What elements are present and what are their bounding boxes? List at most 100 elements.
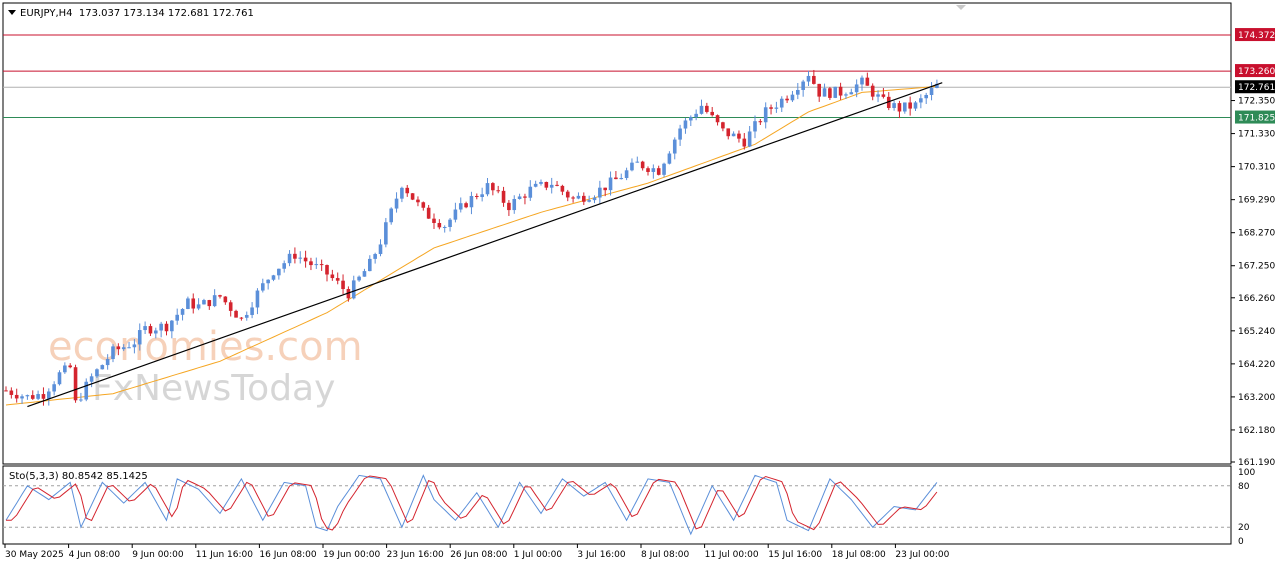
candle-body [378, 244, 383, 255]
candle-body [576, 195, 581, 199]
candle-body [886, 96, 891, 109]
candle-body [330, 274, 335, 279]
candle-body [619, 178, 624, 180]
stochastic-panel [2, 465, 1232, 545]
price-tick-7: 165.240 [1238, 327, 1275, 337]
horizontal-levels [3, 34, 1231, 119]
collapse-triangle-icon[interactable] [8, 10, 16, 15]
candle-body [635, 161, 640, 163]
time-tick-0: 30 May 2025 [5, 550, 64, 560]
candle-body [865, 77, 870, 86]
candle-body [277, 268, 281, 276]
candle-body [57, 372, 62, 385]
candle-body [919, 98, 923, 103]
time-tick-6: 23 Jun 16:00 [387, 550, 444, 560]
price-tick-0: 172.350 [1238, 97, 1275, 107]
candle-body [854, 84, 859, 93]
level-tag-label-2: 171.825 [1238, 114, 1275, 124]
time-tick-7: 26 Jun 08:00 [450, 550, 507, 560]
stoch-tick-2: 20 [1238, 523, 1250, 533]
candle-body [833, 86, 838, 98]
candle-body [731, 133, 736, 137]
time-tick-14: 23 Jul 00:00 [895, 550, 949, 560]
stoch-tick-3: 0 [1238, 537, 1244, 547]
candle-body [533, 183, 538, 187]
candle-body [159, 323, 163, 331]
candle-body [769, 107, 773, 109]
candle-body [571, 197, 575, 199]
candle-body [774, 107, 779, 109]
candle-body [908, 102, 912, 109]
stoch-tick-1: 80 [1238, 482, 1250, 492]
ma-line [5, 85, 937, 406]
candle-body [148, 326, 153, 334]
candle-body [582, 195, 586, 202]
candle-body [662, 163, 666, 175]
stoch-signal-line [6, 475, 938, 531]
price-tick-1: 171.330 [1238, 130, 1275, 140]
price-tick-2: 170.310 [1238, 163, 1275, 173]
candle-body [753, 121, 757, 132]
candle-body [453, 209, 458, 220]
candle-body [587, 200, 591, 202]
main-panel [2, 2, 1232, 465]
candle-body [186, 298, 190, 309]
candle-body [362, 271, 367, 277]
candle-body [475, 195, 479, 198]
candle-body [73, 367, 78, 401]
candle-body [844, 94, 848, 96]
level-tag-1 [1235, 64, 1275, 78]
candle-body [924, 94, 928, 99]
candle-body [796, 89, 800, 95]
candle-body [715, 115, 720, 123]
candle-body [335, 278, 340, 281]
stoch-tick-0: 100 [1238, 468, 1255, 478]
watermark-economies: economies.com [48, 324, 363, 370]
candle-body [501, 190, 506, 203]
time-tick-4: 16 Jun 08:00 [259, 550, 316, 560]
candle-body [9, 390, 14, 395]
candle-body [747, 131, 752, 147]
candle-body [234, 310, 238, 318]
candle-body [913, 102, 918, 109]
candle-body [341, 280, 345, 290]
candle-body [523, 196, 527, 198]
candle-body [448, 219, 452, 227]
candle-body [614, 177, 618, 180]
candle-body [394, 198, 399, 209]
candle-body [426, 207, 431, 219]
candle-body [244, 314, 249, 318]
candle-body [592, 197, 597, 201]
candle-body [191, 298, 196, 309]
candle-body [89, 376, 94, 382]
stochastic-axis: 100 80 20 0 [1238, 468, 1255, 547]
candle-body [410, 193, 415, 200]
candle-body [806, 75, 811, 82]
candle-body [758, 121, 763, 123]
candle-body [651, 168, 656, 172]
candle-body [849, 92, 854, 95]
candle-body [25, 395, 30, 397]
candle-body [699, 105, 704, 114]
candle-body [935, 83, 939, 88]
candle-body [817, 83, 821, 97]
candle-body [314, 264, 319, 266]
candle-body [36, 394, 40, 399]
candle-body [14, 394, 19, 399]
candle-body [400, 187, 404, 199]
watermark-fxnewstoday: FxNewsToday [92, 368, 335, 409]
candle-body [239, 317, 244, 319]
candle-body [646, 168, 650, 172]
price-axis: 174.372 173.260 171.825 172.761 172.350 171.3… [1231, 28, 1275, 468]
time-tick-5: 19 Jun 00:00 [323, 550, 380, 560]
candle-body [565, 191, 570, 198]
candle-body [779, 98, 784, 108]
candle-body [373, 254, 377, 259]
scroll-marker-icon[interactable] [956, 5, 966, 10]
level-tag-0 [1235, 28, 1275, 42]
candle-body [137, 330, 142, 345]
candle-body [838, 86, 843, 96]
candle-body [555, 184, 559, 186]
trendline-line [27, 82, 943, 408]
